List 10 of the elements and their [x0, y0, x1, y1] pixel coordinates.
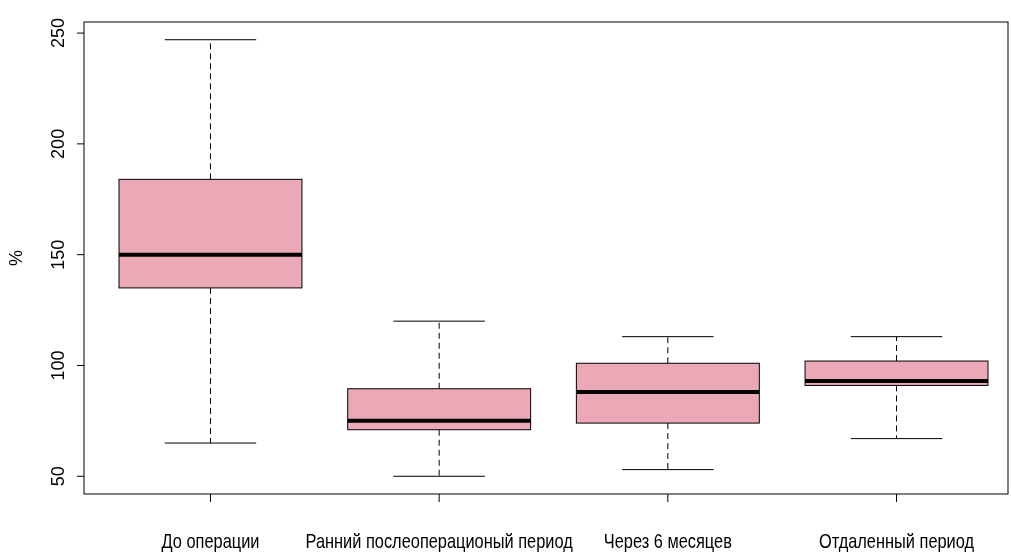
y-tick-label: 50 — [48, 466, 68, 487]
x-tick-label: До операции — [161, 529, 260, 553]
x-tick-label: Отдаленный период — [818, 529, 975, 553]
y-tick-label: 100 — [48, 350, 68, 381]
y-tick-label: 250 — [48, 18, 68, 49]
y-tick-label: 150 — [48, 239, 68, 270]
y-axis-title: % — [6, 249, 26, 267]
y-tick-label: 200 — [48, 128, 68, 159]
x-tick-label: Ранний послеоперационый период — [305, 529, 574, 553]
x-tick-label: Через 6 месяцев — [603, 529, 732, 553]
